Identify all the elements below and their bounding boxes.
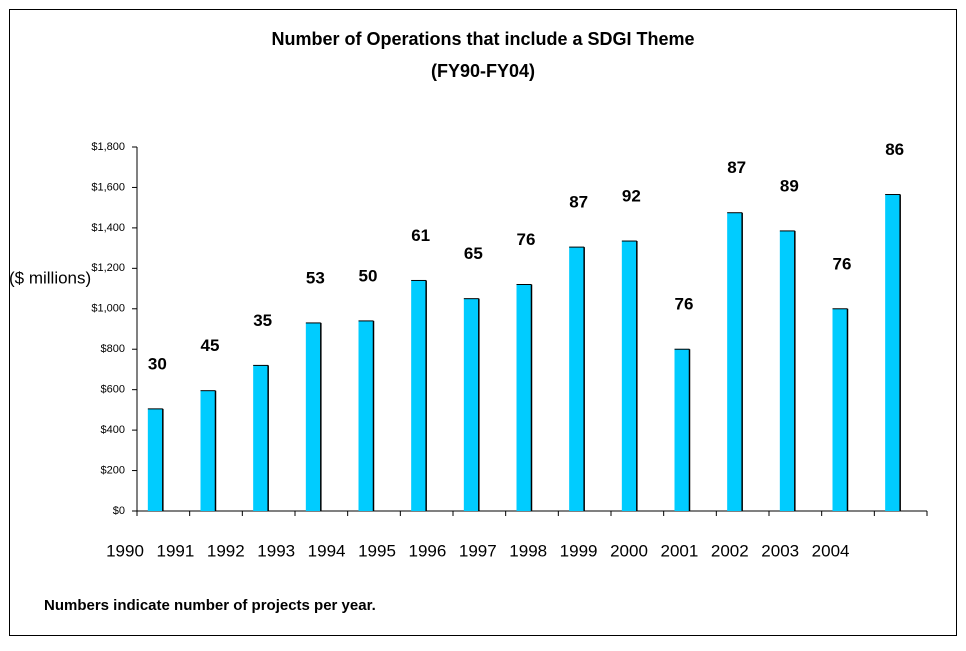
x-tick-label: 1993 xyxy=(257,541,295,560)
x-tick-label: 2000 xyxy=(610,541,648,560)
note: Numbers indicate number of projects per … xyxy=(44,597,376,614)
project-count-label: 89 xyxy=(780,176,799,195)
bar xyxy=(463,298,479,511)
bar xyxy=(411,280,427,511)
bar xyxy=(674,349,690,511)
y-tick-label: $1,000 xyxy=(91,303,125,315)
x-tick-label: 1990 xyxy=(106,541,144,560)
x-tick-label: 2001 xyxy=(660,541,698,560)
project-count-label: 76 xyxy=(517,230,536,249)
x-tick-label: 1997 xyxy=(459,541,497,560)
project-count-label: 50 xyxy=(359,266,378,285)
y-axis-label: ($ millions) xyxy=(9,268,91,287)
chart-title: Number of Operations that include a SDGI… xyxy=(271,29,694,49)
bar xyxy=(832,308,848,511)
bar xyxy=(253,365,269,511)
project-count-label: 87 xyxy=(569,193,588,212)
x-tick-label: 1995 xyxy=(358,541,396,560)
chart-frame xyxy=(9,9,957,636)
project-count-label: 86 xyxy=(885,140,904,159)
x-tick-label: 2004 xyxy=(812,541,850,560)
y-tick-label: $1,400 xyxy=(91,222,125,234)
x-tick-label: 1992 xyxy=(207,541,245,560)
y-tick-label: $1,200 xyxy=(91,262,125,274)
y-tick-label: $0 xyxy=(113,505,125,517)
bar xyxy=(200,390,216,511)
y-tick-label: $600 xyxy=(101,384,125,396)
project-count-label: 53 xyxy=(306,268,325,287)
x-tick-label: 1994 xyxy=(308,541,346,560)
x-tick-label: 2002 xyxy=(711,541,749,560)
project-count-label: 76 xyxy=(833,254,852,273)
x-tick-label: 1996 xyxy=(408,541,446,560)
x-tick-label: 1999 xyxy=(560,541,598,560)
y-tick-label: $1,600 xyxy=(91,181,125,193)
project-count-label: 76 xyxy=(675,295,694,314)
bar xyxy=(779,230,795,511)
y-tick-label: $200 xyxy=(101,464,125,476)
project-count-label: 30 xyxy=(148,354,167,373)
x-tick-label: 1991 xyxy=(156,541,194,560)
x-tick-label: 2003 xyxy=(761,541,799,560)
project-count-label: 35 xyxy=(253,311,272,330)
y-tick-label: $800 xyxy=(101,343,125,355)
bar xyxy=(516,284,532,511)
project-count-label: 87 xyxy=(727,158,746,177)
project-count-label: 65 xyxy=(464,244,483,263)
bar xyxy=(147,408,163,511)
chart-subtitle: (FY90-FY04) xyxy=(431,61,535,81)
project-count-label: 61 xyxy=(411,226,430,245)
bar xyxy=(727,212,743,511)
x-tick-label: 1998 xyxy=(509,541,547,560)
bar xyxy=(305,322,321,511)
bar xyxy=(621,241,637,512)
y-tick-label: $400 xyxy=(101,424,125,436)
project-count-label: 92 xyxy=(622,187,641,206)
y-tick-label: $1,800 xyxy=(91,141,125,153)
bar xyxy=(358,320,374,511)
bar xyxy=(569,247,585,511)
project-count-label: 45 xyxy=(201,336,220,355)
bar xyxy=(885,194,901,511)
